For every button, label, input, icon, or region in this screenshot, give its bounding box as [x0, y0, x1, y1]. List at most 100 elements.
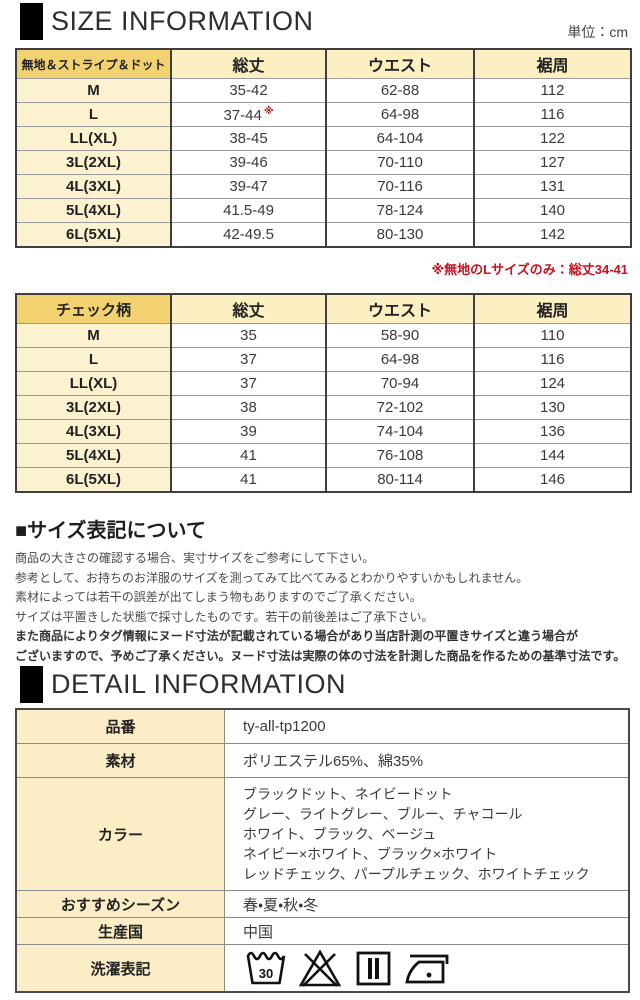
size-value-cell: 127: [473, 150, 631, 175]
size-row: 5L(4XL) 41 76-108 144: [15, 443, 631, 468]
detail-label-country: 生産国: [15, 917, 225, 945]
size-row: 5L(4XL) 41.5-49 78-124 140: [15, 198, 631, 223]
detail-label-material: 素材: [15, 743, 225, 778]
detail-row-season: おすすめシーズン 春・夏・秋・冬: [15, 890, 630, 918]
size-row: LL(XL) 37 70-94 124: [15, 371, 631, 396]
size-notation-line: 参考として、お持ちのお洋服のサイズを測ってみて比べてみるとわかりやすいかもしれま…: [15, 570, 529, 585]
wash-icon-group: 30: [243, 948, 628, 988]
detail-row-color: カラー ブラックドット、ネイビードット グレー、ライトグレー、ブルー、チャコール ホワ…: [15, 777, 630, 891]
size-table-header-row: 無地＆ストライプ＆ドット 総丈 ウエスト 裾周: [15, 48, 631, 79]
size-label-cell: M: [15, 323, 171, 348]
size-value-cell: 70-94: [325, 371, 474, 396]
size-row: 3L(2XL) 38 72-102 130: [15, 395, 631, 420]
color-line: ブラックドット、ネイビードット: [243, 786, 453, 802]
size-table-col-header: 裾周: [473, 48, 631, 79]
size-value-cell: 38-45: [170, 126, 326, 151]
size-label-cell: 4L(3XL): [15, 419, 171, 444]
size-notation-line: また商品によりタグ情報にヌード寸法が記載されている場合があり当店計測の平置きサイ…: [15, 629, 579, 643]
detail-label-item-number: 品番: [15, 708, 225, 744]
detail-value-wash: 30: [224, 944, 630, 993]
size-table-header-row: チェック柄 総丈 ウエスト 裾周: [15, 293, 631, 324]
size-table-first-header: チェック柄: [15, 293, 171, 324]
size-table-check-pattern: チェック柄 総丈 ウエスト 裾周 M 35 58-90 110 L 37 64-98 116 LL(XL…: [15, 293, 632, 493]
size-label-cell: M: [15, 78, 171, 103]
size-value-cell: 58-90: [325, 323, 474, 348]
color-line: レッドチェック、パープルチェック、ホワイトチェック: [243, 866, 590, 882]
size-row: M 35 58-90 110: [15, 323, 631, 348]
detail-value-country: 中国: [224, 917, 630, 945]
note-asterisk: ※: [263, 105, 274, 117]
unit-label: 単位：cm: [567, 24, 628, 40]
size-value-cell: 70-110: [325, 150, 474, 175]
size-value-cell: 124: [473, 371, 631, 396]
size-value-cell: 37: [170, 371, 326, 396]
size-label-cell: 3L(2XL): [15, 395, 171, 420]
size-value-cell: 116: [473, 102, 631, 127]
size-label-cell: 3L(2XL): [15, 150, 171, 175]
size-value-cell: 39-47: [170, 174, 326, 199]
size-label-cell: L: [15, 347, 171, 372]
size-label-cell: 5L(4XL): [15, 443, 171, 468]
size-value-cell: 144: [473, 443, 631, 468]
detail-info-header: DETAIL INFORMATION: [20, 666, 346, 703]
size-label-cell: 6L(5XL): [15, 222, 171, 247]
detail-row-country: 生産国 中国: [15, 917, 630, 945]
size-value-cell: 110: [473, 323, 631, 348]
size-notation-line: 商品の大きさの確認する場合、実寸サイズをご参考にして下さい。: [15, 551, 375, 565]
detail-row-wash: 洗濯表記 30: [15, 944, 630, 993]
size-value-cell: 76-108: [325, 443, 474, 468]
detail-info-title: DETAIL INFORMATION: [51, 669, 347, 699]
size-value-cell: 35-42: [170, 78, 326, 103]
size-value-cell: 136: [473, 419, 631, 444]
size-value-cell: 131: [473, 174, 631, 199]
detail-table: 品番 ty-all-tp1200 素材 ポリエステル65%、綿35% カラー ブラックドッ…: [15, 708, 630, 993]
size-row: L 37-44 ※ 64-98 116: [15, 102, 631, 127]
size-notation-section: ■サイズ表記について 商品の大きさの確認する場合、実寸サイズをご参考にして下さい…: [15, 514, 627, 666]
size-value-cell: 142: [473, 222, 631, 247]
size-row: 6L(5XL) 41 80-114 146: [15, 467, 631, 492]
size-label-cell: LL(XL): [15, 126, 171, 151]
size-table-plain-stripe-dot: 無地＆ストライプ＆ドット 総丈 ウエスト 裾周 M 35-42 62-88 112 L 37-44…: [15, 48, 632, 248]
detail-row-item-number: 品番 ty-all-tp1200: [15, 708, 630, 744]
detail-value-season: 春・夏・秋・冬: [224, 890, 630, 918]
no-bleach-icon: [298, 949, 342, 987]
detail-label-color: カラー: [15, 777, 225, 891]
size-value-cell: 80-130: [325, 222, 474, 247]
size-row: 4L(3XL) 39-47 70-116 131: [15, 174, 631, 199]
size-row: 3L(2XL) 39-46 70-110 127: [15, 150, 631, 175]
detail-label-wash: 洗濯表記: [15, 944, 225, 993]
color-line: ネイビー×ホワイト、ブラック×ホワイト: [243, 846, 498, 862]
detail-value-item-number: ty-all-tp1200: [224, 708, 630, 744]
size-value-cell: 122: [473, 126, 631, 151]
size-notation-title: ■サイズ表記について: [15, 520, 206, 542]
size-table-col-header: 裾周: [473, 293, 631, 324]
detail-value-color: ブラックドット、ネイビードットグレー、ライトグレー、ブルー、チャコール ホワイト、…: [224, 777, 630, 891]
size-notation-line: ございますので、予めご了承ください。ヌード寸法は実際の体の寸法を計測した商品を作…: [15, 648, 626, 663]
color-line: グレー、ライトグレー、ブルー、チャコール: [243, 806, 523, 822]
size-value-cell: 112: [473, 78, 631, 103]
size-label-cell: 4L(3XL): [15, 174, 171, 199]
svg-text:30: 30: [259, 966, 273, 981]
size-value-cell: 37: [170, 347, 326, 372]
size-value-cell: 38: [170, 395, 326, 420]
size-value-cell: 41: [170, 443, 326, 468]
size-value-cell: 130: [473, 395, 631, 420]
size-info-title: SIZE INFORMATION: [51, 6, 314, 36]
size-value-cell: 41.5-49: [170, 198, 326, 223]
size-table-red-note: ※無地のLサイズのみ：総丈34-41: [431, 262, 628, 277]
size-value-cell: 74-104: [325, 419, 474, 444]
size-table-col-header: ウエスト: [325, 293, 474, 324]
size-notation-line: 素材によっては若干の誤差が出てしまう物もありますのでご了承ください。: [15, 590, 422, 604]
drip-dry-icon: [356, 951, 391, 986]
size-value-cell: 72-102: [325, 395, 474, 420]
size-table-col-header: ウエスト: [325, 48, 474, 79]
color-line: ホワイト、ブラック、ベージュ: [243, 826, 437, 842]
size-value-cell: 37-44 ※: [170, 102, 326, 127]
size-table-first-header: 無地＆ストライプ＆ドット: [15, 48, 171, 79]
detail-value-material: ポリエステル65%、綿35%: [224, 743, 630, 778]
size-row: L 37 64-98 116: [15, 347, 631, 372]
header-block-bar: [20, 666, 43, 703]
size-row: 4L(3XL) 39 74-104 136: [15, 419, 631, 444]
size-table-col-header: 総丈: [170, 293, 326, 324]
